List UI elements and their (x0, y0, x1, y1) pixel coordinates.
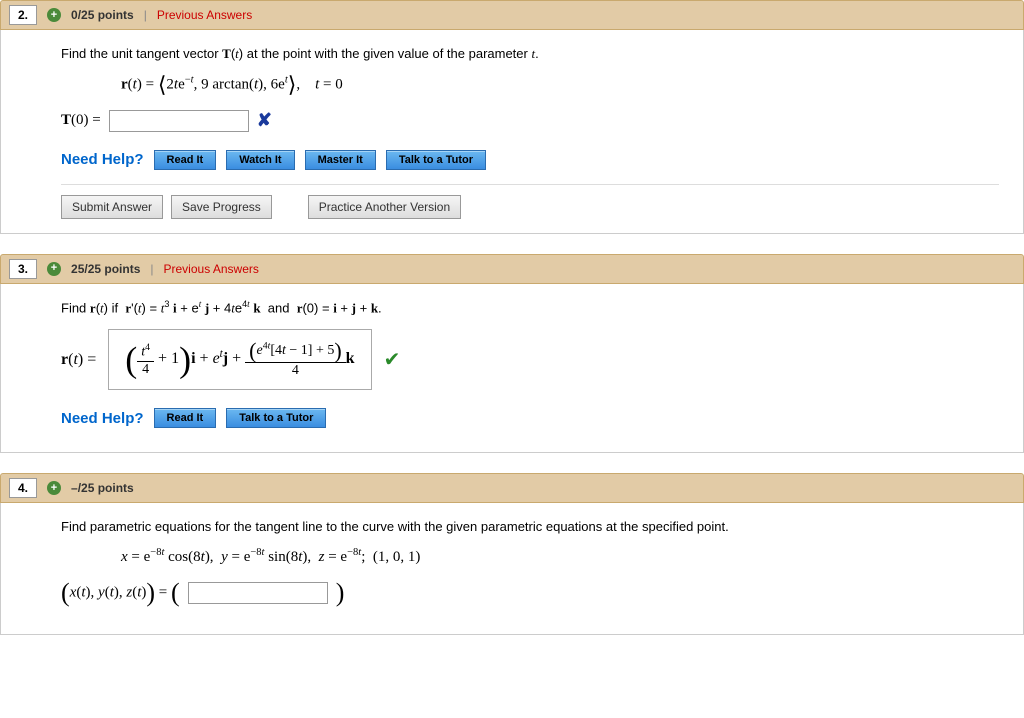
question-prompt: Find parametric equations for the tangen… (61, 517, 999, 537)
action-row: Submit Answer Save Progress Practice Ano… (61, 184, 999, 219)
need-help-row: Need Help? Read It Watch It Master It Ta… (61, 150, 999, 170)
read-it-button[interactable]: Read It (154, 150, 217, 170)
question-header: 4. + –/25 points (0, 473, 1024, 503)
need-help-label: Need Help? (61, 151, 144, 168)
expand-icon[interactable]: + (47, 8, 61, 22)
points-text: 25/25 points (71, 262, 140, 276)
question-body: Find r(t) if r'(t) = t3 i + et j + 4te4t… (0, 284, 1024, 454)
incorrect-icon: ✘ (257, 110, 272, 131)
answer-prefix: r(t) = (61, 351, 96, 369)
answer-input[interactable] (109, 110, 249, 132)
answer-input-row: T(0) = ✘ (61, 110, 999, 132)
close-paren: ) (336, 580, 345, 606)
answer-input-row: (x(t), y(t), z(t)) = ( ) (61, 580, 999, 606)
answer-formula-box: (t44 + 1)i + etj + (e4t[4t − 1] + 5)4k (108, 329, 371, 390)
question-body: Find parametric equations for the tangen… (0, 503, 1024, 635)
master-it-button[interactable]: Master It (305, 150, 376, 170)
read-it-button[interactable]: Read It (154, 408, 217, 428)
previous-answers-link[interactable]: Previous Answers (157, 8, 252, 22)
question-3: 3. + 25/25 points | Previous Answers Fin… (0, 254, 1024, 454)
talk-to-tutor-button[interactable]: Talk to a Tutor (226, 408, 326, 428)
save-progress-button[interactable]: Save Progress (171, 195, 272, 219)
talk-to-tutor-button[interactable]: Talk to a Tutor (386, 150, 486, 170)
separator: | (144, 8, 147, 22)
separator: | (150, 262, 153, 276)
formula-line: r(t) = ⟨2te−t, 9 arctan(t), 6et⟩, t = 0 (121, 74, 999, 96)
watch-it-button[interactable]: Watch It (226, 150, 294, 170)
expand-icon[interactable]: + (47, 481, 61, 495)
question-header: 2. + 0/25 points | Previous Answers (0, 0, 1024, 30)
need-help-row: Need Help? Read It Talk to a Tutor (61, 408, 999, 428)
question-4: 4. + –/25 points Find parametric equatio… (0, 473, 1024, 635)
question-body: Find the unit tangent vector T(t) at the… (0, 30, 1024, 234)
answer-input[interactable] (188, 582, 328, 604)
points-text: –/25 points (71, 481, 134, 495)
input-label: (x(t), y(t), z(t)) = ( (61, 580, 180, 606)
answer-row: r(t) = (t44 + 1)i + etj + (e4t[4t − 1] +… (61, 329, 999, 390)
question-2: 2. + 0/25 points | Previous Answers Find… (0, 0, 1024, 234)
question-number: 4. (9, 478, 37, 498)
question-prompt: Find the unit tangent vector T(t) at the… (61, 44, 999, 64)
question-header: 3. + 25/25 points | Previous Answers (0, 254, 1024, 284)
question-prompt: Find r(t) if r'(t) = t3 i + et j + 4te4t… (61, 298, 999, 318)
question-number: 2. (9, 5, 37, 25)
expand-icon[interactable]: + (47, 262, 61, 276)
formula-line: x = e−8t cos(8t), y = e−8t sin(8t), z = … (121, 547, 999, 566)
submit-answer-button[interactable]: Submit Answer (61, 195, 163, 219)
correct-icon: ✔ (384, 347, 401, 372)
input-label: T(0) = (61, 112, 101, 129)
points-text: 0/25 points (71, 8, 134, 22)
question-number: 3. (9, 259, 37, 279)
need-help-label: Need Help? (61, 410, 144, 427)
practice-another-button[interactable]: Practice Another Version (308, 195, 461, 219)
previous-answers-link[interactable]: Previous Answers (164, 262, 259, 276)
